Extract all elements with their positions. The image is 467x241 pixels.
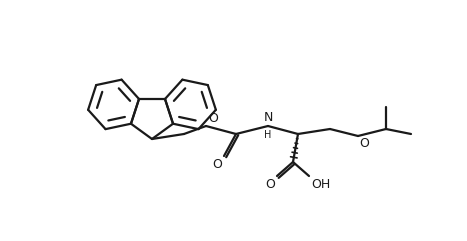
Text: H: H bbox=[264, 130, 272, 140]
Text: OH: OH bbox=[311, 178, 330, 191]
Text: O: O bbox=[212, 158, 222, 171]
Text: O: O bbox=[265, 178, 275, 191]
Text: O: O bbox=[208, 112, 218, 125]
Text: O: O bbox=[359, 137, 369, 150]
Text: N: N bbox=[263, 111, 273, 124]
